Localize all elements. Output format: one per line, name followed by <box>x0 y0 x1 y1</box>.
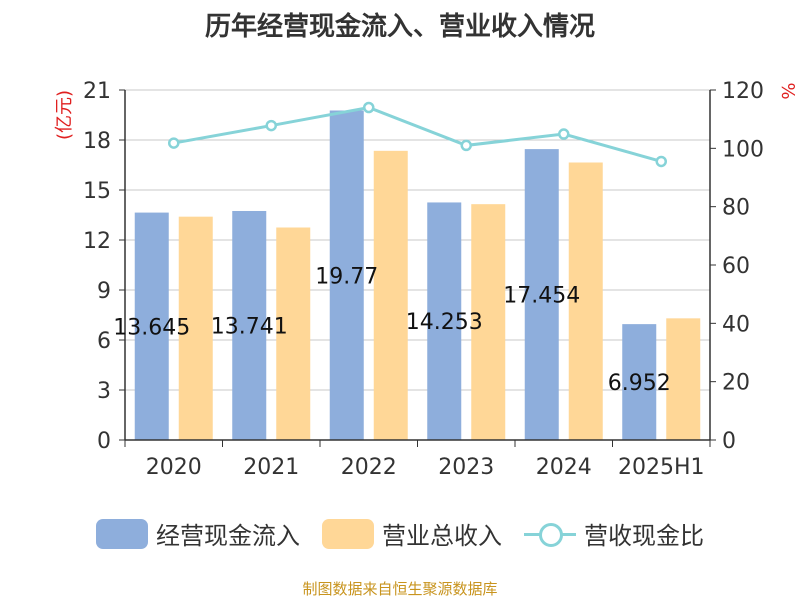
legend-item-ratio[interactable]: 营收现金比 <box>524 516 704 551</box>
y-left-axis-label: (亿元) <box>54 90 75 140</box>
y-right-tick-label-4: 80 <box>722 196 750 221</box>
point-ratio-2024 <box>558 128 570 140</box>
bar-cash-inflow-2021 <box>232 210 267 440</box>
data-label-cash-inflow-2021: 13.741 <box>211 314 288 339</box>
y-left-tick-label-5: 15 <box>83 179 111 204</box>
x-tick-label-2022: 2022 <box>341 455 397 480</box>
bar-cash-inflow-2024 <box>524 149 559 440</box>
y-right-tick-label-0: 0 <box>722 429 736 454</box>
x-tick-label-2024: 2024 <box>536 455 592 480</box>
y-right-tick-label-1: 20 <box>722 371 750 396</box>
bar-revenue-2023 <box>471 204 506 440</box>
legend-swatch-cash-inflow <box>96 518 148 549</box>
point-ratio-2022 <box>363 101 375 114</box>
y-right-tick-label-6: 120 <box>722 79 764 104</box>
point-ratio-2025H1 <box>655 155 667 168</box>
x-tick-label-2020: 2020 <box>146 455 202 480</box>
x-tick-label-2025H1: 2025H1 <box>618 455 705 480</box>
legend-label-cash-inflow: 经营现金流入 <box>156 522 300 550</box>
data-label-cash-inflow-2023: 14.253 <box>406 310 483 335</box>
y-left-tick-label-2: 6 <box>97 329 111 354</box>
y-left-tick-label-0: 0 <box>97 429 111 454</box>
data-label-cash-inflow-2024: 17.454 <box>503 284 580 309</box>
bar-cash-inflow-2022 <box>329 110 364 440</box>
x-tick-label-2023: 2023 <box>438 455 494 480</box>
chart-title: 历年经营现金流入、营业收入情况 <box>204 12 595 42</box>
y-left-tick-label-4: 12 <box>83 229 111 254</box>
legend-label-revenue: 营业总收入 <box>382 522 502 550</box>
bar-revenue-2024 <box>568 162 603 440</box>
bar-revenue-2021 <box>276 227 311 440</box>
legend-item-revenue[interactable]: 营业总收入 <box>322 516 502 551</box>
legend-swatch-ratio <box>524 519 576 549</box>
y-right-tick-label-5: 100 <box>722 137 764 162</box>
bar-cash-inflow-2025H1 <box>622 324 657 440</box>
y-right-tick-label-2: 40 <box>722 312 750 337</box>
data-label-cash-inflow-2020: 13.645 <box>113 315 190 340</box>
y-left-tick-label-7: 21 <box>83 79 111 104</box>
data-label-cash-inflow-2022: 19.77 <box>315 264 378 289</box>
bar-revenue-2025H1 <box>666 318 701 440</box>
y-left-tick-label-6: 18 <box>83 129 111 154</box>
legend-item-cash-inflow[interactable]: 经营现金流入 <box>96 516 300 551</box>
bar-cash-inflow-2020 <box>134 212 169 440</box>
line-ratio <box>173 105 662 163</box>
x-tick-label-2021: 2021 <box>243 455 299 480</box>
point-ratio-2021 <box>265 119 277 132</box>
bar-revenue-2022 <box>373 150 408 441</box>
legend-label-ratio: 营收现金比 <box>584 522 704 550</box>
bar-revenue-2020 <box>178 216 213 440</box>
bar-cash-inflow-2023 <box>427 202 462 440</box>
point-ratio-2020 <box>168 137 180 149</box>
y-right-axis-label: % <box>777 82 798 99</box>
data-label-cash-inflow-2025H1: 6.952 <box>608 371 671 396</box>
legend: 经营现金流入 营业总收入 营收现金比 <box>0 516 800 551</box>
y-right-tick-label-3: 60 <box>722 254 750 279</box>
y-left-tick-label-1: 3 <box>97 379 111 404</box>
source-note: 制图数据来自恒生聚源数据库 <box>302 580 498 598</box>
legend-swatch-revenue <box>322 518 374 549</box>
y-left-tick-label-3: 9 <box>97 279 111 304</box>
point-ratio-2023 <box>460 139 472 152</box>
